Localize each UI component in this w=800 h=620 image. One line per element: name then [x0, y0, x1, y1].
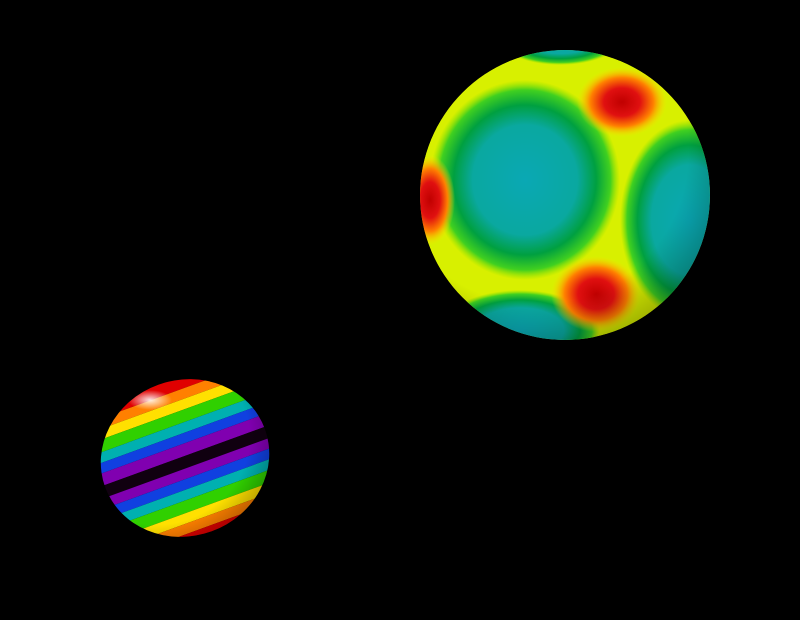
large-sphere: [420, 50, 710, 340]
small-sphere: [78, 355, 292, 561]
